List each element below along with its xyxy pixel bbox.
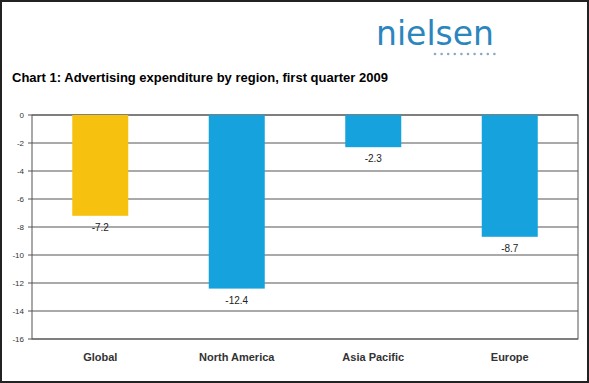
tick-label: -16 (12, 335, 24, 344)
tick-mark (28, 283, 32, 284)
tick-label: 0 (20, 111, 25, 120)
tick-label: -8 (17, 223, 25, 232)
tick-label: -2 (17, 139, 25, 148)
data-label: -2.3 (365, 153, 383, 164)
tick-label: -6 (17, 195, 25, 204)
bar (209, 115, 265, 289)
tick-mark (28, 311, 32, 312)
logo-dot (473, 53, 476, 56)
category-label: Europe (491, 351, 529, 363)
outer-frame (1, 1, 588, 382)
category-label: North America (199, 351, 275, 363)
tick-mark (28, 339, 32, 340)
data-label: -7.2 (92, 222, 110, 233)
bar (72, 115, 128, 216)
logo-dot (467, 53, 470, 56)
tick-mark (28, 143, 32, 144)
grid-line (32, 311, 578, 312)
logo-dot (434, 53, 437, 56)
tick-label: -14 (12, 307, 24, 316)
data-label: -12.4 (225, 295, 248, 306)
logo: nielsen (376, 14, 494, 53)
bar (482, 115, 538, 237)
tick-label: -12 (12, 279, 24, 288)
chart-title: Chart 1: Advertising expenditure by regi… (12, 70, 388, 85)
logo-dot (454, 53, 457, 56)
tick-label: -10 (12, 251, 24, 260)
logo-dot (493, 53, 496, 56)
grid-line (32, 339, 578, 340)
grid-line (32, 283, 578, 284)
data-label: -8.7 (501, 243, 519, 254)
tick-mark (28, 115, 32, 116)
logo-dot (487, 53, 490, 56)
logo-dot (440, 53, 443, 56)
tick-mark (28, 255, 32, 256)
tick-label: -4 (17, 167, 25, 176)
tick-mark (28, 199, 32, 200)
chart-root: nielsen Chart 1: Advertising expenditure … (0, 0, 589, 383)
category-label: Global (83, 351, 117, 363)
logo-dot (447, 53, 450, 56)
logo-dot (460, 53, 463, 56)
logo-dot (480, 53, 483, 56)
bars (72, 115, 538, 289)
tick-mark (28, 171, 32, 172)
chart-svg: nielsen Chart 1: Advertising expenditure … (0, 0, 589, 383)
category-label: Asia Pacific (342, 351, 404, 363)
grid-line (32, 255, 578, 256)
bar (345, 115, 401, 147)
plot-frame (32, 115, 578, 339)
tick-mark (28, 227, 32, 228)
